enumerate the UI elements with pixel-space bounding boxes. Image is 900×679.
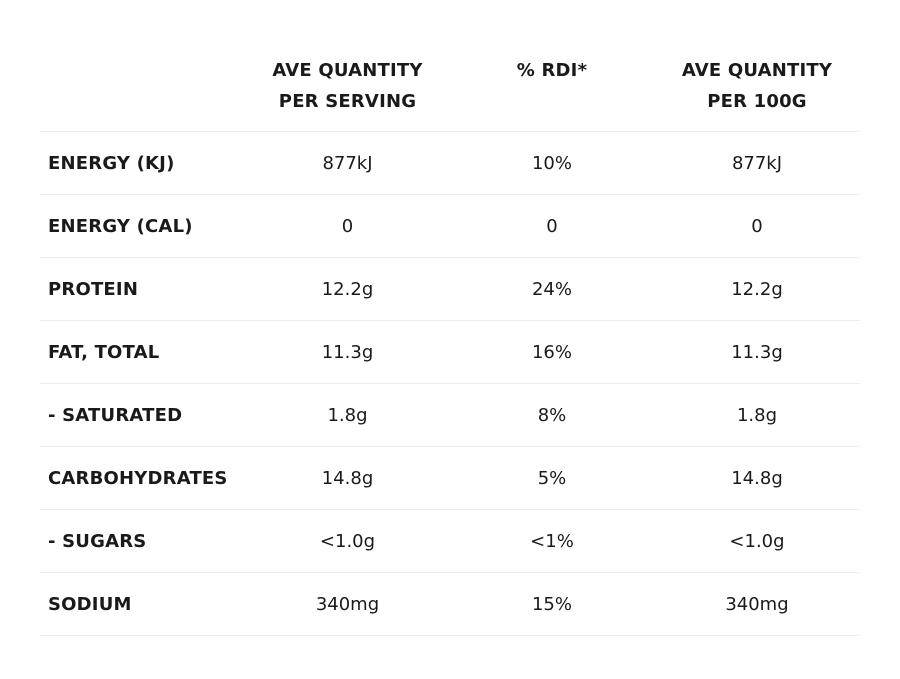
header-rdi: % RDI*	[450, 55, 654, 132]
nutrition-table: AVE QUANTITY PER SERVING % RDI* AVE QUAN…	[40, 55, 860, 636]
rdi-value: 0	[450, 194, 654, 258]
per-serving-value: 877kJ	[245, 131, 450, 195]
nutrient-label: FAT, TOTAL	[40, 320, 245, 384]
per-serving-value: 12.2g	[245, 257, 450, 321]
nutrient-label: - SUGARS	[40, 509, 245, 573]
nutrition-table-body: ENERGY (KJ) 877kJ 10% 877kJ ENERGY (CAL)…	[40, 131, 860, 636]
table-row: PROTEIN 12.2g 24% 12.2g	[40, 257, 860, 321]
nutrient-label: CARBOHYDRATES	[40, 446, 245, 510]
rdi-value: 16%	[450, 320, 654, 384]
per-100g-value: 340mg	[654, 572, 860, 636]
per-serving-value: 14.8g	[245, 446, 450, 510]
per-100g-value: 11.3g	[654, 320, 860, 384]
per-100g-value: <1.0g	[654, 509, 860, 573]
per-100g-value: 12.2g	[654, 257, 860, 321]
per-serving-value: 0	[245, 194, 450, 258]
rdi-value: 8%	[450, 383, 654, 447]
nutrient-label: ENERGY (CAL)	[40, 194, 245, 258]
table-row: ENERGY (KJ) 877kJ 10% 877kJ	[40, 131, 860, 195]
nutrient-label: PROTEIN	[40, 257, 245, 321]
per-100g-value: 877kJ	[654, 131, 860, 195]
per-serving-value: 11.3g	[245, 320, 450, 384]
per-100g-value: 1.8g	[654, 383, 860, 447]
per-serving-value: 1.8g	[245, 383, 450, 447]
nutrition-table-header: AVE QUANTITY PER SERVING % RDI* AVE QUAN…	[40, 55, 860, 132]
rdi-value: 15%	[450, 572, 654, 636]
header-row: AVE QUANTITY PER SERVING % RDI* AVE QUAN…	[40, 55, 860, 132]
nutrient-label: - SATURATED	[40, 383, 245, 447]
nutrient-label: SODIUM	[40, 572, 245, 636]
per-100g-value: 14.8g	[654, 446, 860, 510]
header-per-100g: AVE QUANTITY PER 100G	[654, 55, 860, 132]
table-row: FAT, TOTAL 11.3g 16% 11.3g	[40, 320, 860, 384]
rdi-value: 24%	[450, 257, 654, 321]
table-row: SODIUM 340mg 15% 340mg	[40, 572, 860, 636]
header-nutrient	[40, 55, 245, 132]
per-100g-value: 0	[654, 194, 860, 258]
rdi-value: 10%	[450, 131, 654, 195]
table-row: - SUGARS <1.0g <1% <1.0g	[40, 509, 860, 573]
per-serving-value: 340mg	[245, 572, 450, 636]
rdi-value: <1%	[450, 509, 654, 573]
table-row: ENERGY (CAL) 0 0 0	[40, 194, 860, 258]
header-per-serving: AVE QUANTITY PER SERVING	[245, 55, 450, 132]
rdi-value: 5%	[450, 446, 654, 510]
table-row: - SATURATED 1.8g 8% 1.8g	[40, 383, 860, 447]
table-row: CARBOHYDRATES 14.8g 5% 14.8g	[40, 446, 860, 510]
per-serving-value: <1.0g	[245, 509, 450, 573]
nutrient-label: ENERGY (KJ)	[40, 131, 245, 195]
